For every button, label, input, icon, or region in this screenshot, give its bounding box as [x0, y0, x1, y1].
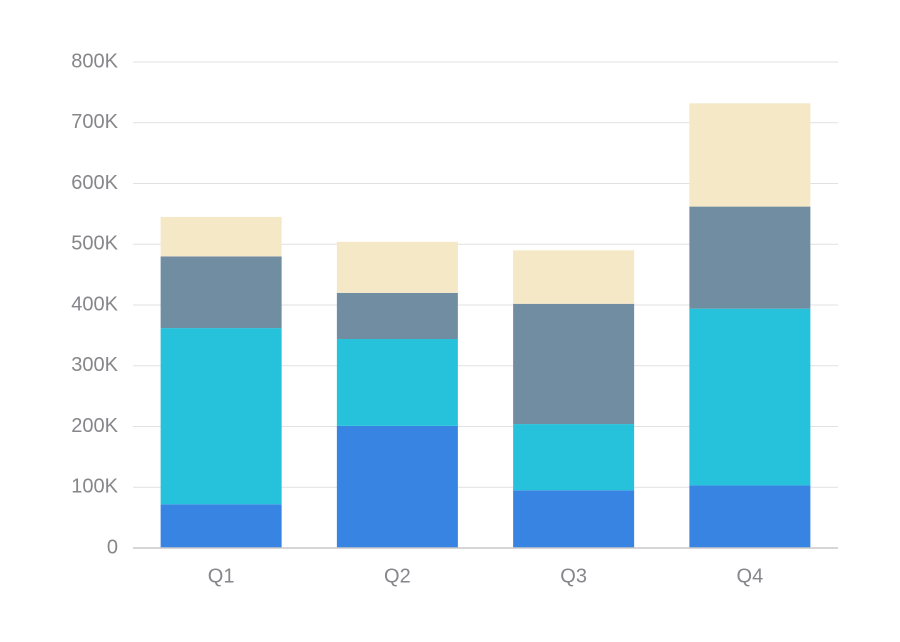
y-tick-label: 200K — [71, 415, 118, 437]
bar-segment — [336, 339, 458, 426]
x-tick-label: Q3 — [560, 565, 587, 587]
bar-segment — [160, 504, 282, 548]
y-tick-label: 800K — [71, 50, 118, 72]
bar-segment — [689, 308, 811, 486]
bars — [160, 103, 811, 548]
bar-segment — [513, 490, 635, 548]
x-tick-label: Q1 — [208, 565, 235, 587]
y-axis-ticks: 0 100K 200K 300K 400K 500K 600K 700K 800K — [71, 50, 118, 558]
bar-segment — [336, 292, 458, 340]
bar-segment — [513, 303, 635, 425]
y-tick-label: 600K — [71, 172, 118, 194]
y-tick-label: 700K — [71, 111, 118, 133]
y-tick-label: 500K — [71, 233, 118, 255]
bar-segment — [160, 328, 282, 505]
bar-segment — [689, 485, 811, 548]
y-tick-label: 100K — [71, 476, 118, 498]
bar-segment — [160, 216, 282, 257]
bar-segment — [689, 103, 811, 207]
bar-segment — [160, 256, 282, 329]
y-tick-label: 0 — [107, 536, 118, 558]
x-tick-label: Q2 — [384, 565, 411, 587]
x-tick-label: Q4 — [737, 565, 764, 587]
bar-segment — [336, 241, 458, 293]
bar-segment — [689, 206, 811, 309]
bar-segment — [513, 250, 635, 304]
y-tick-label: 300K — [71, 354, 118, 376]
bar-segment — [336, 425, 458, 548]
x-axis-ticks: Q1 Q2 Q3 Q4 — [208, 565, 763, 587]
bar-segment — [513, 424, 635, 491]
y-tick-label: 400K — [71, 293, 118, 315]
